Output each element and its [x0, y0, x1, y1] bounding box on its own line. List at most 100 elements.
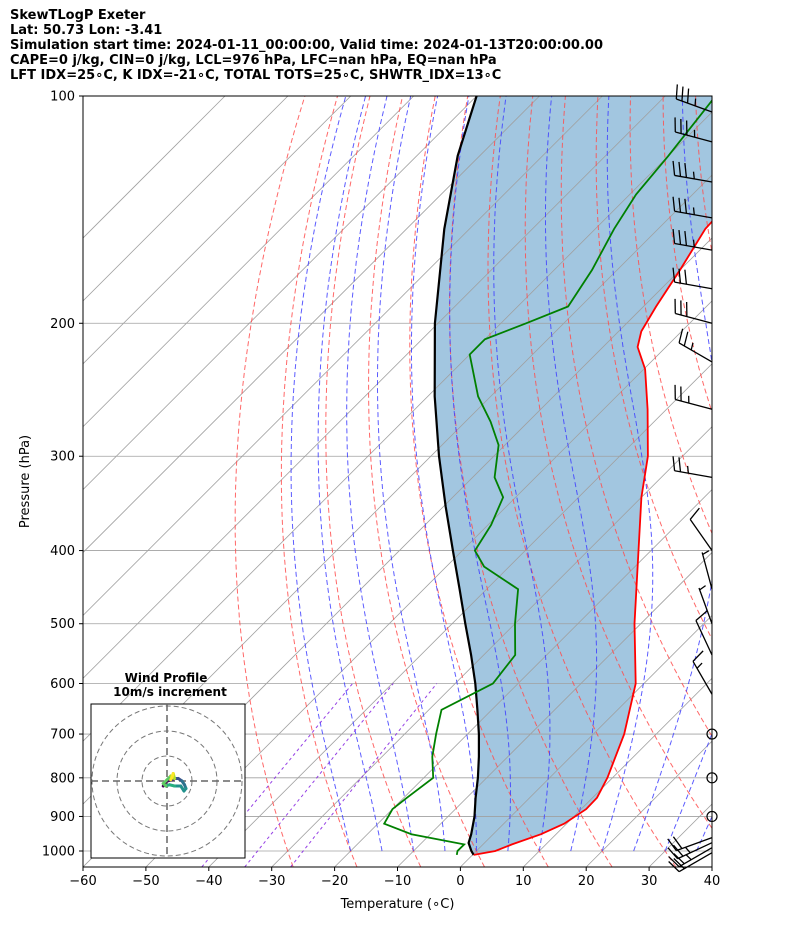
x-tick-label: −60: [69, 874, 96, 889]
wind-barb: [672, 196, 713, 219]
moist-adiabat: [545, 96, 598, 852]
parcel-profile-line: [433, 96, 480, 856]
isotherm-line: [145, 300, 712, 867]
wind-barb: [701, 550, 713, 590]
time-line: Simulation start time: 2024-01-11_00:00:…: [10, 38, 603, 53]
wind-barb: [668, 852, 713, 873]
isotherm-line: [334, 489, 712, 867]
isotherm-line: [83, 96, 226, 239]
isotherm-line: [208, 363, 712, 867]
stability-line: CAPE=0 j/kg, CIN=0 j/kg, LCL=976 hPa, LF…: [10, 53, 497, 68]
wind-barb: [672, 160, 713, 183]
isotherm-line: [271, 426, 712, 867]
isotherm-line: [460, 614, 712, 867]
dry-adiabat: [325, 96, 422, 867]
y-tick-label: 400: [50, 544, 75, 559]
dry-adiabat: [368, 96, 485, 867]
isotherm-line: [83, 96, 540, 554]
y-tick-label: 1000: [42, 845, 75, 860]
y-tick-label: 500: [50, 617, 75, 632]
isotherm-line: [83, 96, 352, 365]
y-tick-label: 700: [50, 728, 75, 743]
x-tick-label: 30: [641, 874, 658, 889]
wind-barb: [667, 842, 713, 860]
dry-adiabat: [728, 96, 794, 867]
moist-adiabat: [449, 96, 511, 852]
mixing-ratio-line: [244, 683, 394, 867]
dry-adiabat: [234, 96, 306, 867]
dewpoint-line: [382, 99, 712, 856]
mixing-ratio-line: [290, 683, 438, 867]
isotherm-line: [397, 551, 712, 867]
wind-barb: [689, 507, 713, 551]
isotherm-line: [775, 96, 794, 867]
hodograph-subtitle: 10m/s increment: [113, 685, 227, 699]
x-tick-label: 10: [515, 874, 532, 889]
calm-wind-circle: [706, 728, 718, 740]
wind-barb: [692, 650, 713, 695]
wind-barb: [668, 847, 713, 868]
y-tick-label: 300: [50, 450, 75, 465]
isotherm-line: [83, 96, 289, 302]
isotherm-line: [83, 96, 603, 616]
temperature-line: [473, 220, 712, 856]
wind-barb: [695, 610, 713, 656]
moist-adiabat: [346, 96, 414, 852]
index-line: LFT IDX=25∘C, K IDX=-21∘C, TOTAL TOTS=25…: [10, 68, 502, 83]
wind-barb: [698, 585, 713, 624]
y-tick-label: 200: [50, 317, 75, 332]
x-tick-label: 0: [456, 874, 464, 889]
isotherm-line: [711, 866, 712, 867]
dry-adiabat: [524, 96, 712, 830]
wind-barb: [674, 384, 713, 410]
hodograph-trace-segment: [161, 774, 173, 785]
x-tick-label: −40: [195, 874, 222, 889]
hodograph-title: Wind Profile: [125, 671, 208, 685]
wind-barb: [678, 328, 713, 363]
dry-adiabat: [761, 96, 794, 867]
wind-barb: [672, 267, 713, 290]
x-tick-label: 20: [578, 874, 595, 889]
y-tick-label: 100: [50, 90, 75, 105]
x-tick-label: 40: [704, 874, 721, 889]
y-tick-label: 600: [50, 677, 75, 692]
x-tick-label: −50: [132, 874, 159, 889]
x-tick-label: −30: [258, 874, 285, 889]
wind-barb: [672, 456, 713, 479]
y-tick-label: 900: [50, 810, 75, 825]
moist-adiabat: [290, 96, 352, 852]
moist-adiabat: [601, 96, 654, 852]
wind-barb: [674, 298, 713, 324]
moist-adiabat: [728, 96, 794, 851]
dry-adiabat: [409, 96, 549, 867]
plot-area: [83, 96, 794, 867]
moist-adiabat: [664, 732, 712, 852]
dry-adiabat: [662, 96, 712, 414]
isotherm-line: [83, 111, 712, 742]
moist-adiabat: [633, 96, 712, 852]
moist-adiabat: [493, 96, 551, 852]
moist-adiabat: [317, 96, 383, 852]
x-tick-label: −20: [321, 874, 348, 889]
dry-adiabat: [560, 96, 712, 738]
y-axis-label: Pressure (hPa): [18, 435, 33, 528]
wind-barb: [675, 84, 713, 113]
moist-adiabat: [377, 96, 446, 851]
chart-header: SkewTLogP Exeter Lat: 50.73 Lon: -3.41 S…: [10, 8, 603, 83]
wind-barb: [672, 228, 713, 251]
isotherm-line: [83, 96, 477, 491]
isotherm-line: [523, 677, 712, 867]
dry-adiabat: [487, 96, 677, 867]
dry-adiabat: [595, 96, 712, 641]
dry-adiabat: [280, 96, 358, 867]
wind-barb: [667, 836, 713, 852]
x-tick-label: −10: [384, 874, 411, 889]
calm-wind-circle: [706, 772, 718, 784]
hodograph-trace-segment: [169, 775, 174, 782]
chart-title: SkewTLogP Exeter: [10, 8, 146, 23]
wind-barb: [674, 117, 713, 143]
moist-adiabat: [411, 96, 477, 851]
isotherm-line: [83, 96, 414, 428]
location-line: Lat: 50.73 Lon: -3.41: [10, 23, 163, 38]
